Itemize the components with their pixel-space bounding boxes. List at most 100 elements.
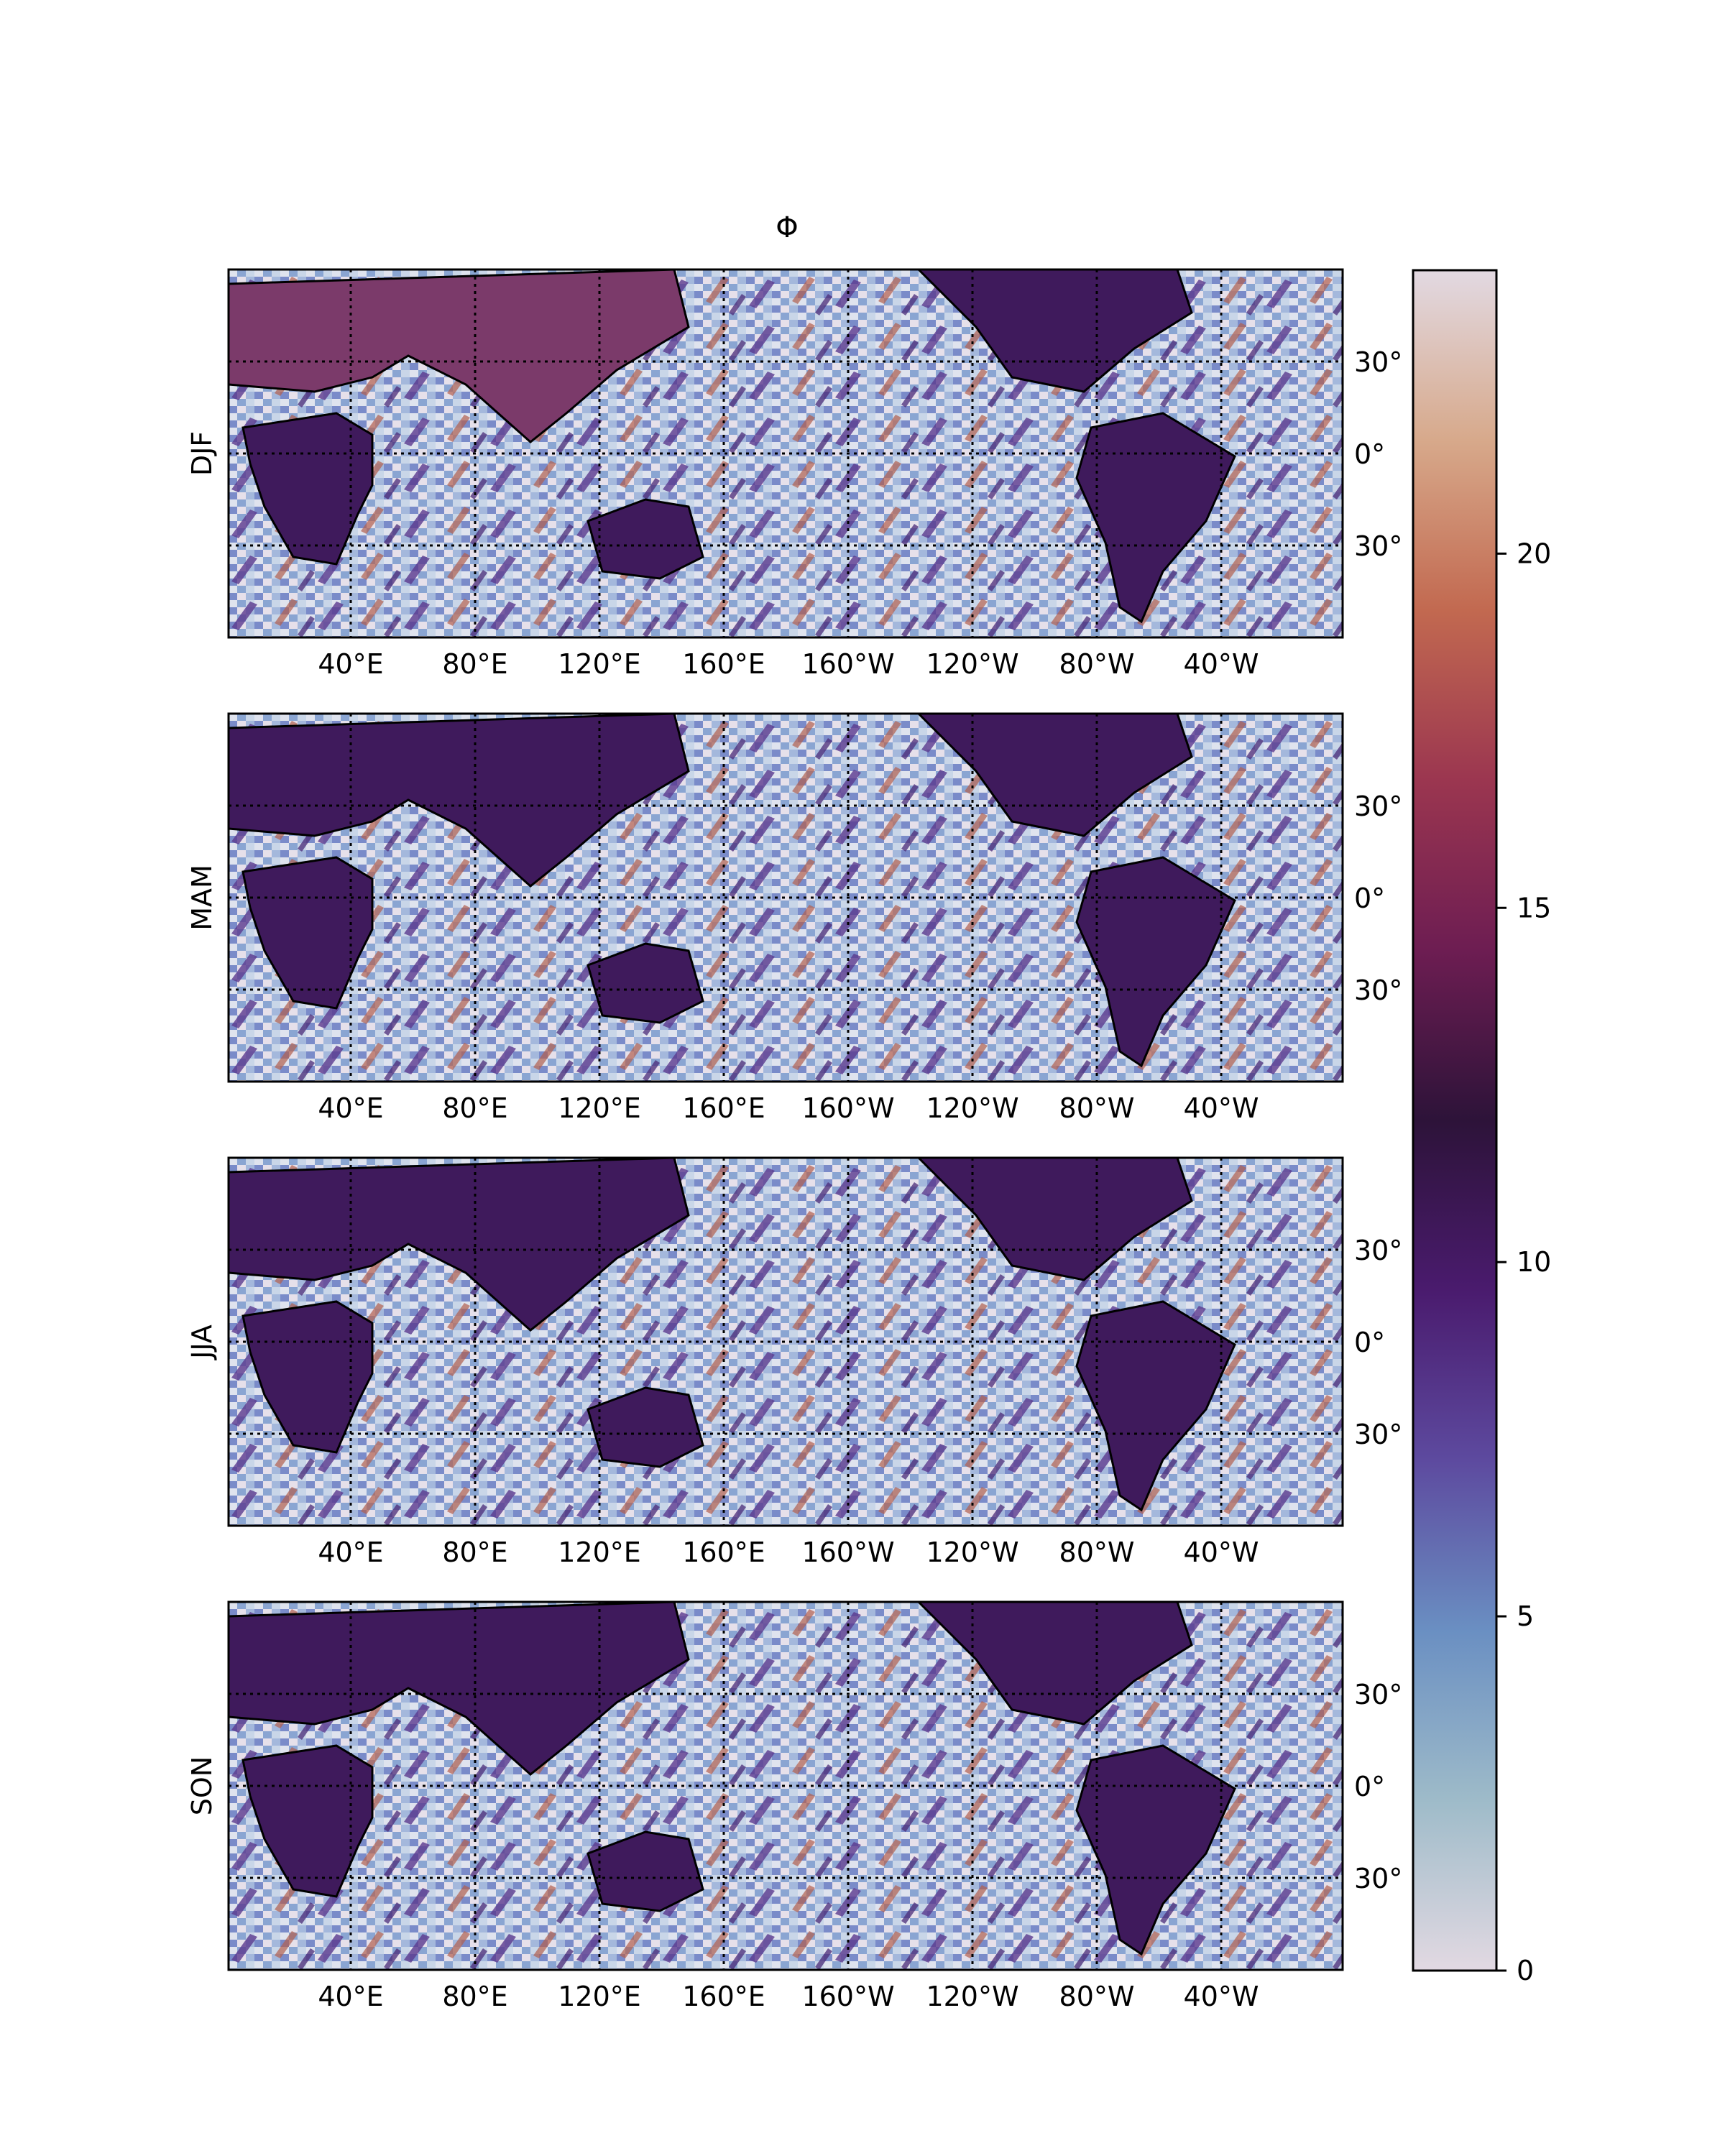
lon-tick-label: 120°W <box>926 1981 1018 2012</box>
lon-tick-label: 40°E <box>318 648 383 680</box>
lon-tick-labels: 40°E 80°E 120°E 160°E 160°W 120°W 80°W 4… <box>318 1981 1259 2012</box>
land-masses <box>227 1156 1236 1512</box>
australia-shape <box>586 942 704 1024</box>
lon-tick-label: 80°W <box>1059 1537 1135 1568</box>
africa-shape <box>242 856 374 1010</box>
lon-tick-label: 80°E <box>442 1981 507 2012</box>
lon-tick-label: 80°W <box>1059 1092 1135 1124</box>
land-masses <box>227 712 1236 1068</box>
australia-shape <box>586 1830 704 1912</box>
africa-shape <box>242 412 374 566</box>
lon-tick-label: 120°W <box>926 648 1018 680</box>
lon-tick-label: 40°W <box>1184 648 1259 680</box>
south-america-shape <box>1075 856 1236 1068</box>
season-label: SON <box>186 1756 218 1815</box>
lon-tick-label: 120°E <box>558 1537 641 1568</box>
south-america-shape <box>1075 1744 1236 1956</box>
lon-tick-label: 160°E <box>682 1981 765 2012</box>
eurasia-shape <box>227 1600 690 1776</box>
map-panel-djf: DJF 40°E 80°E 120°E 160°E 160°W 120°W 80… <box>186 268 1402 680</box>
eurasia-shape <box>227 268 690 443</box>
lat-tick-label: 0° <box>1354 1771 1385 1802</box>
lon-tick-labels: 40°E 80°E 120°E 160°E 160°W 120°W 80°W 4… <box>318 648 1259 680</box>
season-label: MAM <box>186 865 218 931</box>
lon-tick-label: 40°E <box>318 1092 383 1124</box>
africa-shape <box>242 1300 374 1454</box>
australia-shape <box>586 498 704 580</box>
lon-tick-label: 160°E <box>682 1537 765 1568</box>
lon-tick-label: 120°W <box>926 1537 1018 1568</box>
map-panel-son: SON 40°E 80°E 120°E 160°E 160°W 120°W 80… <box>186 1600 1402 2012</box>
lon-tick-label: 120°E <box>558 1981 641 2012</box>
south-america-shape <box>1075 412 1236 624</box>
lon-tick-label: 120°W <box>926 1092 1018 1124</box>
colorbar-tick-label: 15 <box>1517 892 1551 923</box>
colorbar-gradient <box>1412 269 1498 1972</box>
eurasia-shape <box>227 1156 690 1332</box>
lon-tick-labels: 40°E 80°E 120°E 160°E 160°W 120°W 80°W 4… <box>318 1092 1259 1124</box>
lat-tick-label: 0° <box>1354 1327 1385 1358</box>
lat-tick-label: 30° <box>1354 530 1402 562</box>
lat-tick-label: 30° <box>1354 346 1402 378</box>
lon-tick-label: 80°E <box>442 1092 507 1124</box>
lon-tick-label: 80°E <box>442 1537 507 1568</box>
land-masses <box>227 268 1236 624</box>
lon-tick-labels: 40°E 80°E 120°E 160°E 160°W 120°W 80°W 4… <box>318 1537 1259 1568</box>
lon-tick-label: 120°E <box>558 648 641 680</box>
gridlines <box>229 270 1343 637</box>
lon-tick-label: 160°W <box>801 1537 894 1568</box>
panel-frame <box>227 712 1344 1083</box>
lat-tick-labels: 30° 0° 30° <box>1354 791 1402 1006</box>
lat-tick-label: 0° <box>1354 883 1385 914</box>
panel-frame <box>227 268 1344 639</box>
lon-tick-label: 160°E <box>682 1092 765 1124</box>
lat-tick-label: 30° <box>1354 791 1402 822</box>
lon-tick-label: 160°W <box>801 648 894 680</box>
gridlines <box>229 714 1343 1082</box>
colorbar-tick-label: 10 <box>1517 1246 1551 1278</box>
lat-tick-label: 0° <box>1354 438 1385 470</box>
lat-tick-labels: 30° 0° 30° <box>1354 1679 1402 1894</box>
lat-tick-label: 30° <box>1354 1863 1402 1894</box>
lon-tick-label: 40°W <box>1184 1537 1259 1568</box>
lon-tick-label: 160°W <box>801 1092 894 1124</box>
lat-tick-label: 30° <box>1354 1235 1402 1266</box>
eurasia-shape <box>227 712 690 888</box>
north-america-shape <box>916 1156 1193 1281</box>
lat-tick-labels: 30° 0° 30° <box>1354 1235 1402 1450</box>
lon-tick-label: 160°E <box>682 648 765 680</box>
lat-tick-label: 30° <box>1354 1679 1402 1710</box>
australia-shape <box>586 1386 704 1468</box>
lon-tick-label: 80°W <box>1059 648 1135 680</box>
south-america-shape <box>1075 1300 1236 1512</box>
africa-shape <box>242 1744 374 1898</box>
land-masses <box>227 1600 1236 1956</box>
colorbar-ticks: 0 5 10 15 20 <box>1496 538 1551 1986</box>
north-america-shape <box>916 268 1193 393</box>
north-america-shape <box>916 1600 1193 1726</box>
lon-tick-label: 40°W <box>1184 1092 1259 1124</box>
panel-frame <box>227 1600 1344 1971</box>
lat-tick-labels: 30° 0° 30° <box>1354 346 1402 562</box>
colorbar-tick-label: 20 <box>1517 538 1551 569</box>
lon-tick-label: 40°E <box>318 1981 383 2012</box>
season-label: JJA <box>186 1325 218 1360</box>
map-panel-mam: MAM 40°E 80°E 120°E 160°E 160°W 120°W 80… <box>186 712 1402 1124</box>
lon-tick-label: 80°W <box>1059 1981 1135 2012</box>
lon-tick-label: 40°E <box>318 1537 383 1568</box>
panel-frame <box>227 1156 1344 1527</box>
lat-tick-label: 30° <box>1354 1419 1402 1450</box>
gridlines <box>229 1602 1343 1970</box>
gridlines <box>229 1158 1343 1526</box>
lon-tick-label: 160°W <box>801 1981 894 2012</box>
lon-tick-label: 120°E <box>558 1092 641 1124</box>
map-panel-jja: JJA 40°E 80°E 120°E 160°E 160°W 120°W 80… <box>186 1156 1402 1568</box>
colorbar-tick-label: 0 <box>1517 1955 1534 1986</box>
colorbar: 0 5 10 15 20 <box>1412 269 1551 1986</box>
lon-tick-label: 80°E <box>442 648 507 680</box>
lat-tick-label: 30° <box>1354 975 1402 1006</box>
figure-title: Φ <box>776 211 798 244</box>
north-america-shape <box>916 712 1193 837</box>
colorbar-tick-label: 5 <box>1517 1600 1534 1632</box>
